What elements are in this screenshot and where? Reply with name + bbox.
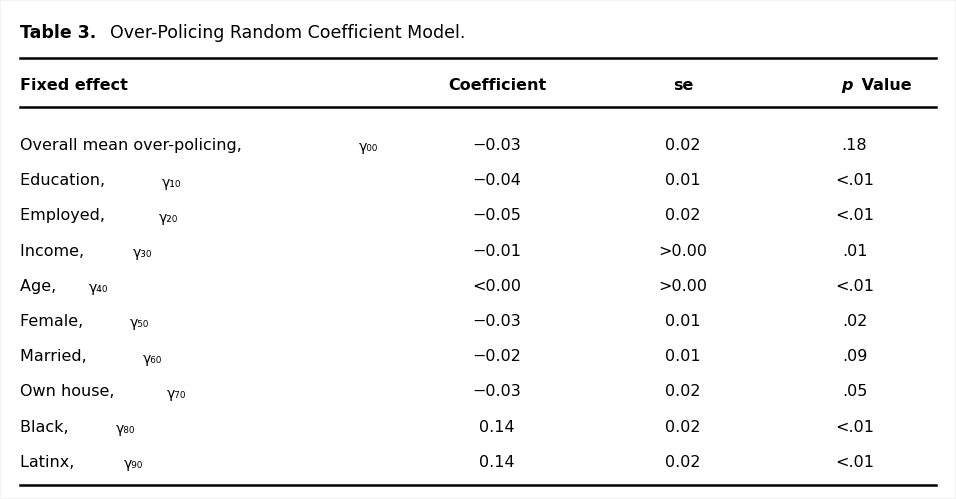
Text: −0.04: −0.04 xyxy=(472,173,522,188)
Text: .01: .01 xyxy=(842,244,867,258)
Text: Fixed effect: Fixed effect xyxy=(20,78,128,93)
Text: γ₂₀: γ₂₀ xyxy=(159,211,178,225)
Text: Value: Value xyxy=(857,78,912,93)
Text: se: se xyxy=(673,78,693,93)
Text: Employed,: Employed, xyxy=(20,208,111,224)
Text: <0.00: <0.00 xyxy=(472,279,522,294)
Text: Overall mean over-policing,: Overall mean over-policing, xyxy=(20,138,248,153)
Text: .09: .09 xyxy=(842,349,867,364)
Text: γ₈₀: γ₈₀ xyxy=(116,422,135,436)
Text: >0.00: >0.00 xyxy=(659,244,707,258)
Text: Coefficient: Coefficient xyxy=(448,78,546,93)
Text: γ₀₀: γ₀₀ xyxy=(358,140,378,154)
Text: 0.01: 0.01 xyxy=(665,314,701,329)
Text: Education,: Education, xyxy=(20,173,111,188)
Text: −0.01: −0.01 xyxy=(472,244,522,258)
Text: <.01: <.01 xyxy=(835,420,874,435)
Text: 0.01: 0.01 xyxy=(665,349,701,364)
Text: 0.14: 0.14 xyxy=(479,420,515,435)
Text: <.01: <.01 xyxy=(835,279,874,294)
Text: Black,: Black, xyxy=(20,420,75,435)
Text: 0.02: 0.02 xyxy=(665,384,701,400)
Text: 0.02: 0.02 xyxy=(665,455,701,470)
Text: γ₃₀: γ₃₀ xyxy=(133,246,152,260)
Text: γ₆₀: γ₆₀ xyxy=(142,352,162,366)
Text: Female,: Female, xyxy=(20,314,89,329)
Text: −0.03: −0.03 xyxy=(472,138,521,153)
Text: .02: .02 xyxy=(842,314,867,329)
Text: γ₇₀: γ₇₀ xyxy=(166,387,185,401)
Text: 0.14: 0.14 xyxy=(479,455,515,470)
Text: −0.05: −0.05 xyxy=(472,208,522,224)
Text: p: p xyxy=(841,78,853,93)
Text: −0.03: −0.03 xyxy=(472,384,521,400)
Text: γ₁₀: γ₁₀ xyxy=(162,176,181,190)
Text: Latinx,: Latinx, xyxy=(20,455,80,470)
Text: Married,: Married, xyxy=(20,349,93,364)
Text: <.01: <.01 xyxy=(835,173,874,188)
Text: .18: .18 xyxy=(841,138,867,153)
Text: −0.02: −0.02 xyxy=(472,349,522,364)
Text: <.01: <.01 xyxy=(835,208,874,224)
Text: 0.02: 0.02 xyxy=(665,420,701,435)
Text: Own house,: Own house, xyxy=(20,384,120,400)
Text: Age,: Age, xyxy=(20,279,62,294)
Text: −0.03: −0.03 xyxy=(472,314,521,329)
Text: γ₄₀: γ₄₀ xyxy=(89,281,108,295)
Text: Over-Policing Random Coefficient Model.: Over-Policing Random Coefficient Model. xyxy=(98,24,465,42)
Text: >0.00: >0.00 xyxy=(659,279,707,294)
Text: Income,: Income, xyxy=(20,244,90,258)
Text: Table 3.: Table 3. xyxy=(20,24,97,42)
Text: 0.02: 0.02 xyxy=(665,138,701,153)
Text: 0.01: 0.01 xyxy=(665,173,701,188)
Text: <.01: <.01 xyxy=(835,455,874,470)
Text: γ₉₀: γ₉₀ xyxy=(123,458,142,472)
Text: γ₅₀: γ₅₀ xyxy=(130,316,149,330)
Text: .05: .05 xyxy=(842,384,867,400)
Text: 0.02: 0.02 xyxy=(665,208,701,224)
